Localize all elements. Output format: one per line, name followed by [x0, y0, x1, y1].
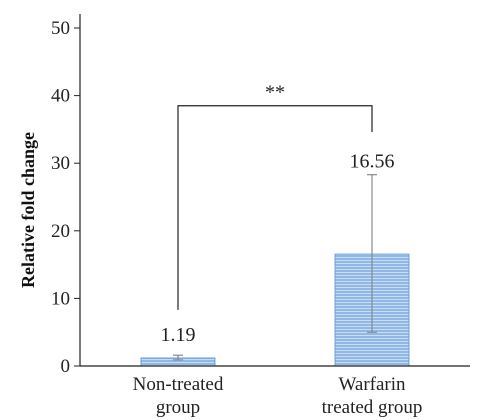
error-bars	[173, 174, 377, 361]
y-tick-label: 30	[51, 153, 70, 174]
category-label-line: treated group	[322, 397, 423, 418]
significance-bracket: **	[177, 82, 373, 310]
category-label: Warfarin treated group	[322, 374, 423, 418]
y-tick-label: 10	[51, 288, 70, 309]
axes	[79, 14, 470, 367]
category-labels: Non-treated group Warfarin treated group	[133, 374, 423, 418]
category-label-line: Non-treated	[133, 374, 224, 395]
y-axis-label: Relative fold change	[18, 132, 38, 288]
category-label-line: group	[156, 397, 200, 418]
value-label: 16.56	[350, 151, 395, 173]
significance-bracket-line	[177, 105, 373, 310]
y-tick-label: 40	[51, 86, 70, 107]
significance-label: **	[265, 82, 285, 104]
value-label: 1.19	[161, 324, 196, 346]
y-tick-label: 50	[51, 18, 70, 39]
y-tick-label: 20	[51, 221, 70, 242]
y-tick-label: 0	[61, 356, 71, 377]
value-labels: 1.19 16.56	[161, 151, 395, 346]
bars	[140, 253, 410, 367]
category-label-line: Warfarin	[338, 374, 406, 395]
y-axis-ticks: 0 10 20 30 40 50	[51, 18, 80, 377]
category-label: Non-treated group	[133, 374, 224, 418]
